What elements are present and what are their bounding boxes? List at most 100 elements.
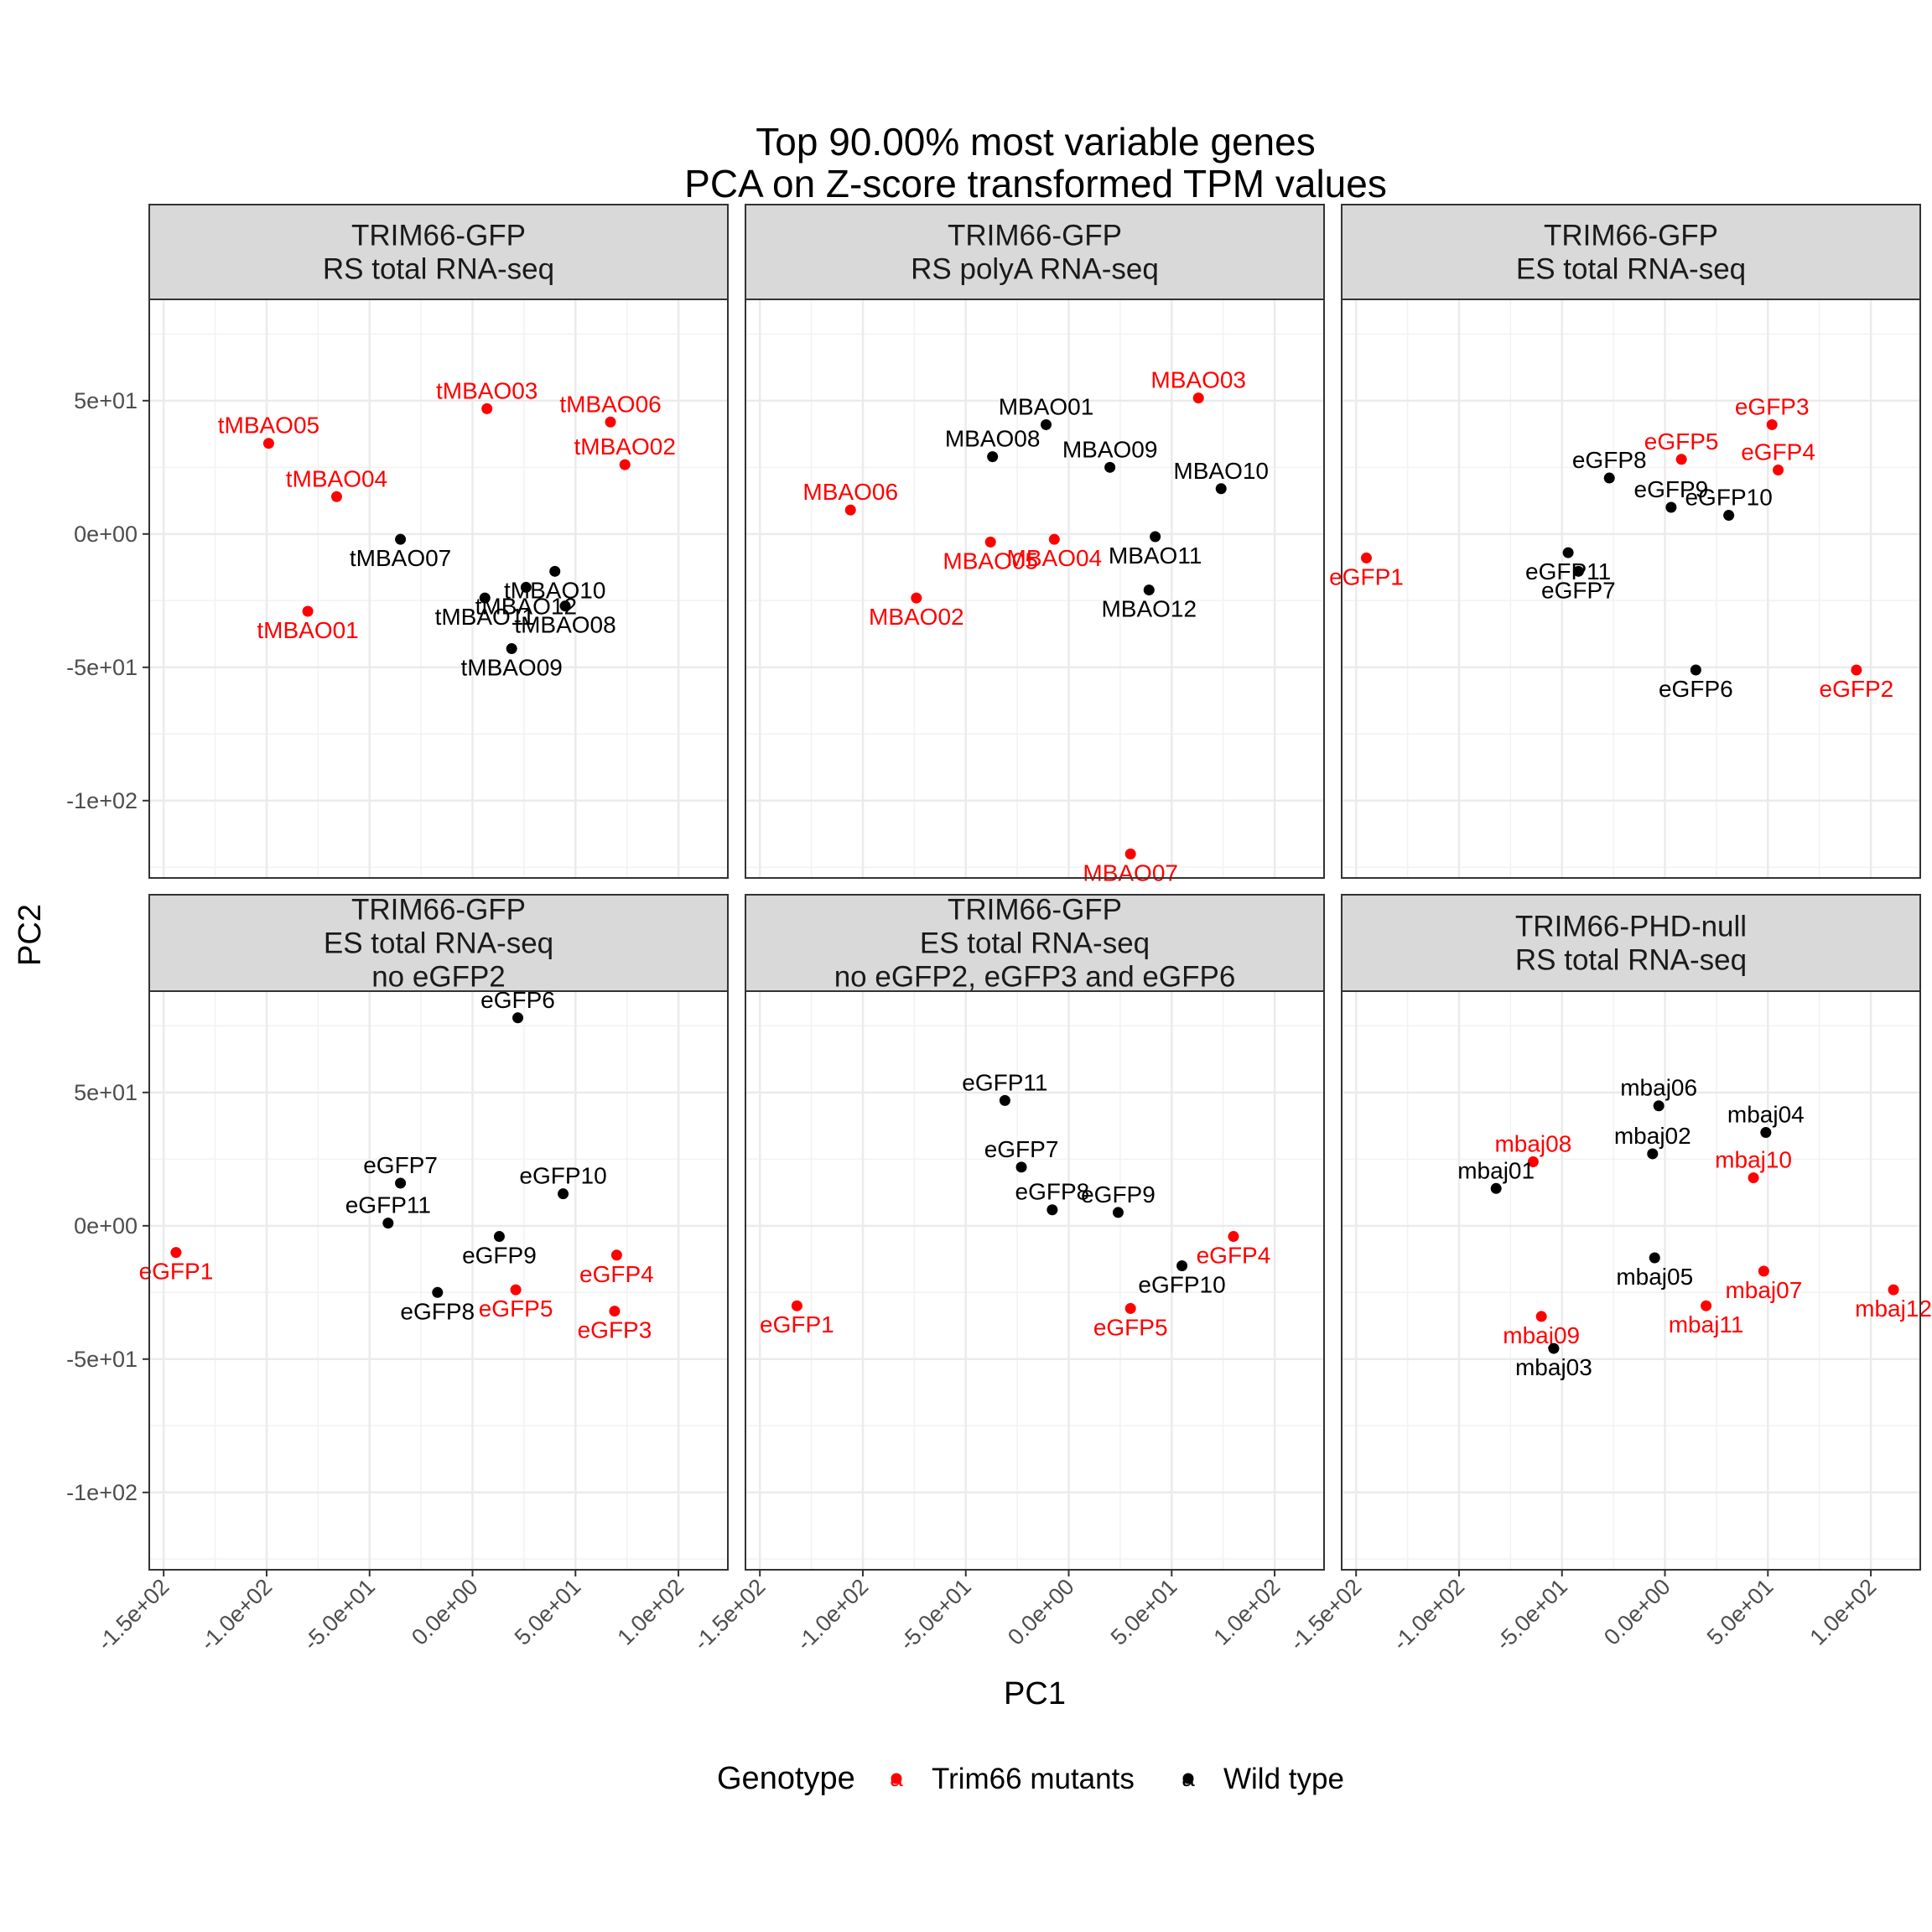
point-label: tMBAO04 [286, 465, 387, 491]
data-point [1760, 1127, 1772, 1139]
facet-strip-label: TRIM66-GFP [948, 894, 1122, 927]
data-point [999, 1094, 1010, 1106]
legend-key-text: a [1182, 1765, 1195, 1791]
data-point [302, 605, 314, 617]
point-label: eGFP3 [578, 1317, 652, 1343]
data-point [1192, 392, 1204, 404]
x-tick-label: 0.0e+00 [1003, 1574, 1079, 1650]
point-label: MBAO12 [1101, 596, 1197, 622]
x-tick-label: -1.0e+02 [195, 1574, 277, 1655]
point-label: MBAO08 [945, 426, 1041, 452]
y-tick-label: -1e+02 [66, 788, 138, 813]
facet-strip-label: RS total RNA-seq [323, 253, 554, 286]
facet-strip [148, 204, 729, 300]
y-tick-label: 0e+00 [74, 1213, 138, 1239]
data-point [1176, 1260, 1188, 1272]
point-label: MBAO06 [802, 479, 898, 505]
point-label: eGFP11 [345, 1192, 431, 1218]
data-point [262, 438, 274, 449]
point-label: eGFP6 [1659, 676, 1733, 702]
x-tick-label: -5.0e+01 [895, 1574, 976, 1655]
x-tick-label: -5.0e+01 [299, 1574, 380, 1655]
x-tick-label: 0.0e+00 [407, 1574, 483, 1650]
data-point [1572, 565, 1584, 577]
data-point [984, 536, 996, 548]
data-point [1773, 465, 1784, 476]
point-label: mbaj10 [1715, 1147, 1792, 1173]
data-point [1766, 418, 1778, 430]
panel-border [148, 299, 729, 879]
data-point [395, 533, 407, 545]
point-label: tMBAO10 [504, 577, 605, 603]
legend-key [891, 1773, 902, 1784]
data-point [1548, 1343, 1560, 1354]
data-point [1723, 510, 1735, 522]
data-point [1851, 664, 1862, 676]
point-label: MBAO05 [943, 548, 1038, 574]
y-tick-label: 5e+01 [74, 388, 138, 413]
point-label: mbaj03 [1515, 1354, 1592, 1380]
panel-border [1341, 990, 1921, 1571]
point-label: mbaj04 [1727, 1102, 1805, 1128]
data-point [1104, 461, 1116, 473]
panel-background [1342, 299, 1920, 878]
data-point [330, 491, 342, 502]
data-point [1675, 454, 1687, 465]
x-tick-label: 1.0e+02 [1805, 1574, 1882, 1650]
point-label: eGFP10 [519, 1163, 606, 1189]
panel-background [149, 991, 728, 1570]
point-label: mbaj05 [1616, 1264, 1693, 1290]
panel-border [745, 299, 1325, 879]
facet-strip-label: ES total RNA-seq [324, 927, 553, 960]
point-label: MBAO01 [999, 393, 1094, 419]
x-tick-label: -1.5e+02 [92, 1574, 174, 1655]
point-label: eGFP3 [1735, 393, 1810, 419]
x-tick-label: 0.0e+00 [1599, 1574, 1675, 1650]
point-label: mbaj08 [1494, 1131, 1571, 1157]
point-label: eGFP7 [363, 1152, 438, 1178]
data-point [1228, 1231, 1239, 1243]
facet-strip [1341, 894, 1921, 992]
data-point [432, 1286, 444, 1298]
facet-strip-label: no eGFP2 [371, 961, 506, 994]
point-label: eGFP5 [1093, 1314, 1168, 1340]
legend-key [1182, 1773, 1194, 1784]
data-point [1041, 418, 1052, 430]
facet-strip-label: ES total RNA-seq [920, 927, 1150, 960]
data-point [609, 1306, 621, 1317]
data-point [558, 1188, 569, 1200]
point-label: MBAO04 [1007, 545, 1103, 571]
data-point [610, 1249, 622, 1261]
point-label: tMBAO03 [436, 377, 538, 403]
data-point [506, 643, 517, 655]
data-point [791, 1300, 802, 1311]
data-point [512, 1012, 524, 1024]
data-point [1653, 1100, 1665, 1112]
y-axis-title: PC2 [13, 904, 48, 966]
y-tick-label: -5e+01 [66, 655, 138, 680]
point-label: mbaj06 [1620, 1075, 1697, 1101]
panel-background [745, 299, 1324, 878]
point-label: mbaj11 [1669, 1311, 1744, 1337]
point-label: MBAO09 [1062, 436, 1158, 462]
point-label: MBAO02 [869, 604, 964, 630]
facet-strip-label: TRIM66-GFP [351, 894, 526, 927]
data-point [1701, 1300, 1712, 1311]
point-label: eGFP11 [1525, 558, 1611, 584]
facet-strip-label: RS polyA RNA-seq [911, 253, 1159, 286]
facet-strip-label: TRIM66-GFP [1544, 220, 1718, 252]
facet-strip [1341, 204, 1921, 300]
point-label: eGFP9 [1634, 476, 1709, 502]
facet-strip-label: no eGFP2, eGFP3 and eGFP6 [834, 961, 1236, 994]
point-label: tMBAO05 [218, 413, 319, 439]
legend-title: Genotype [717, 1761, 855, 1796]
y-tick-label: 0e+00 [74, 522, 138, 547]
data-point [1888, 1284, 1899, 1296]
point-label: tMBAO11 [435, 604, 535, 630]
data-point [911, 592, 922, 604]
panel-border [745, 990, 1325, 1571]
facet-strip [148, 894, 729, 992]
